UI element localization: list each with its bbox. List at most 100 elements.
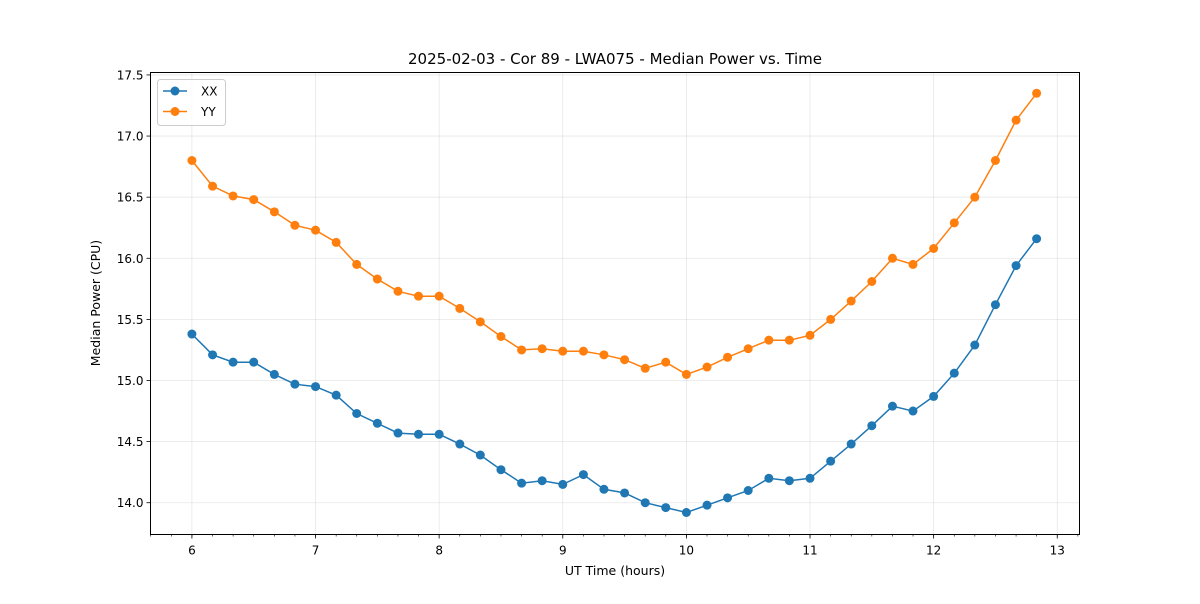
data-point xyxy=(826,456,836,466)
legend-label-xx: XX xyxy=(201,85,217,99)
axes-frame xyxy=(150,72,1080,535)
data-point xyxy=(764,335,774,345)
data-point xyxy=(475,450,485,460)
series-group xyxy=(187,88,1042,517)
x-tick-label: 9 xyxy=(559,544,567,558)
data-point xyxy=(372,274,382,284)
data-point xyxy=(599,350,609,360)
data-point xyxy=(784,476,794,486)
data-point xyxy=(970,192,980,202)
x-tick-label: 12 xyxy=(926,544,941,558)
data-point xyxy=(558,346,568,356)
data-point xyxy=(517,345,527,355)
data-point xyxy=(929,244,939,253)
series-yy xyxy=(187,88,1042,379)
series-line-yy xyxy=(191,92,1038,376)
data-point xyxy=(805,473,815,483)
series-line-xx xyxy=(191,238,1038,514)
data-point xyxy=(249,357,259,367)
y-tick-label: 14.5 xyxy=(117,435,144,449)
legend-label-yy: YY xyxy=(200,105,216,119)
x-tick-label: 6 xyxy=(188,544,196,558)
data-point xyxy=(661,357,671,367)
data-point xyxy=(723,352,733,362)
y-tick-label: 16.0 xyxy=(117,252,144,266)
data-point xyxy=(496,465,506,475)
data-point xyxy=(723,493,733,503)
y-axis-label: Median Power (CPU) xyxy=(88,240,103,366)
data-point xyxy=(187,156,197,165)
data-point xyxy=(970,340,980,350)
series-xx xyxy=(187,234,1042,517)
chart-title: 2025-02-03 - Cor 89 - LWA075 - Median Po… xyxy=(408,50,822,68)
data-point xyxy=(228,357,238,367)
data-point xyxy=(208,181,218,191)
data-point xyxy=(578,470,588,480)
data-point xyxy=(990,300,1000,310)
data-point xyxy=(455,439,465,449)
data-point xyxy=(187,329,197,339)
data-point xyxy=(475,317,485,327)
data-point xyxy=(434,291,444,301)
data-point xyxy=(887,253,897,263)
data-point xyxy=(743,344,753,354)
data-point xyxy=(414,291,424,301)
data-point xyxy=(949,368,959,378)
y-tick-label: 17.0 xyxy=(117,130,144,144)
data-point xyxy=(640,363,650,373)
data-point xyxy=(1032,88,1042,98)
data-point xyxy=(537,344,547,354)
data-point xyxy=(269,369,279,379)
data-point xyxy=(537,476,547,486)
data-point xyxy=(681,369,691,379)
legend-marker-xx xyxy=(170,86,180,96)
data-point xyxy=(702,500,712,510)
data-point xyxy=(331,237,341,247)
data-point xyxy=(805,330,815,340)
data-point xyxy=(1011,115,1021,125)
data-point xyxy=(681,508,691,517)
y-tick-label: 15.5 xyxy=(117,313,144,327)
data-point xyxy=(908,259,918,269)
y-tick-label: 16.5 xyxy=(117,191,144,205)
data-point xyxy=(990,156,1000,165)
data-point xyxy=(352,259,362,269)
data-point xyxy=(826,314,836,324)
data-point xyxy=(393,286,403,296)
data-point xyxy=(929,391,939,401)
data-point xyxy=(867,421,877,431)
data-point xyxy=(702,362,712,372)
data-point xyxy=(949,218,959,228)
data-point xyxy=(620,488,630,498)
data-point xyxy=(1032,234,1042,244)
x-tick-label: 13 xyxy=(1050,544,1065,558)
data-point xyxy=(558,479,568,489)
x-tick-label: 8 xyxy=(435,544,443,558)
data-point xyxy=(846,439,856,449)
ticks: 6 7 8 9 10 11 12 13 14.0 14.5 15.0 15.5 16.0 16.5 17.0… xyxy=(117,68,1079,558)
data-point xyxy=(331,390,341,400)
data-point xyxy=(1011,261,1021,271)
data-point xyxy=(661,503,671,513)
data-point xyxy=(290,379,300,389)
y-tick-label: 15.0 xyxy=(117,374,144,388)
data-point xyxy=(249,195,259,205)
data-point xyxy=(640,498,650,508)
data-point xyxy=(372,418,382,428)
data-point xyxy=(867,277,877,286)
data-point xyxy=(208,350,218,360)
data-point xyxy=(496,332,506,341)
data-point xyxy=(290,220,300,230)
y-tick-label: 14.0 xyxy=(117,496,144,510)
x-tick-label: 11 xyxy=(802,544,817,558)
legend: XX YY xyxy=(157,79,226,126)
data-point xyxy=(434,429,444,439)
data-point xyxy=(846,296,856,306)
data-point xyxy=(578,346,588,356)
x-tick-label: 7 xyxy=(312,544,320,558)
data-point xyxy=(620,355,630,365)
data-point xyxy=(311,382,321,392)
data-point xyxy=(414,429,424,439)
x-tick-label: 10 xyxy=(679,544,694,558)
data-point xyxy=(311,225,321,235)
